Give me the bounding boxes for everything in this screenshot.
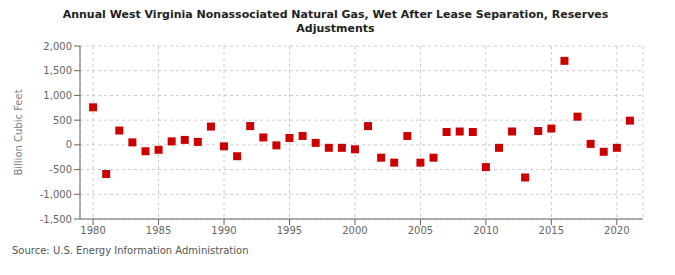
svg-text:500: 500: [53, 115, 72, 126]
svg-text:1985: 1985: [146, 225, 171, 236]
svg-text:0: 0: [66, 139, 72, 150]
svg-text:Billion Cubic Feet: Billion Cubic Feet: [13, 89, 24, 175]
svg-text:1,500: 1,500: [43, 65, 72, 76]
svg-text:2000: 2000: [342, 225, 367, 236]
html-text:Annual West Virginia Nonassoci: Annual West Virginia Nonassociated Natur…: [62, 8, 609, 21]
html-text:Adjustments: Adjustments: [296, 22, 375, 35]
svg-text:-1,000: -1,000: [40, 189, 72, 200]
svg-text:2,000: 2,000: [43, 41, 72, 52]
svg-text:1,000: 1,000: [43, 90, 72, 101]
svg-text:1995: 1995: [277, 225, 302, 236]
svg-text:2015: 2015: [539, 225, 564, 236]
svg-text:-1,500: -1,500: [40, 214, 72, 225]
svg-text:1980: 1980: [80, 225, 105, 236]
svg-text:-500: -500: [49, 164, 72, 175]
svg-text:2005: 2005: [408, 225, 433, 236]
svg-text:2020: 2020: [604, 225, 629, 236]
svg-text:2010: 2010: [473, 225, 498, 236]
svg-text:1990: 1990: [211, 225, 236, 236]
html-text:Source: U.S. Energy Informatio: Source: U.S. Energy Information Administ…: [12, 245, 249, 256]
